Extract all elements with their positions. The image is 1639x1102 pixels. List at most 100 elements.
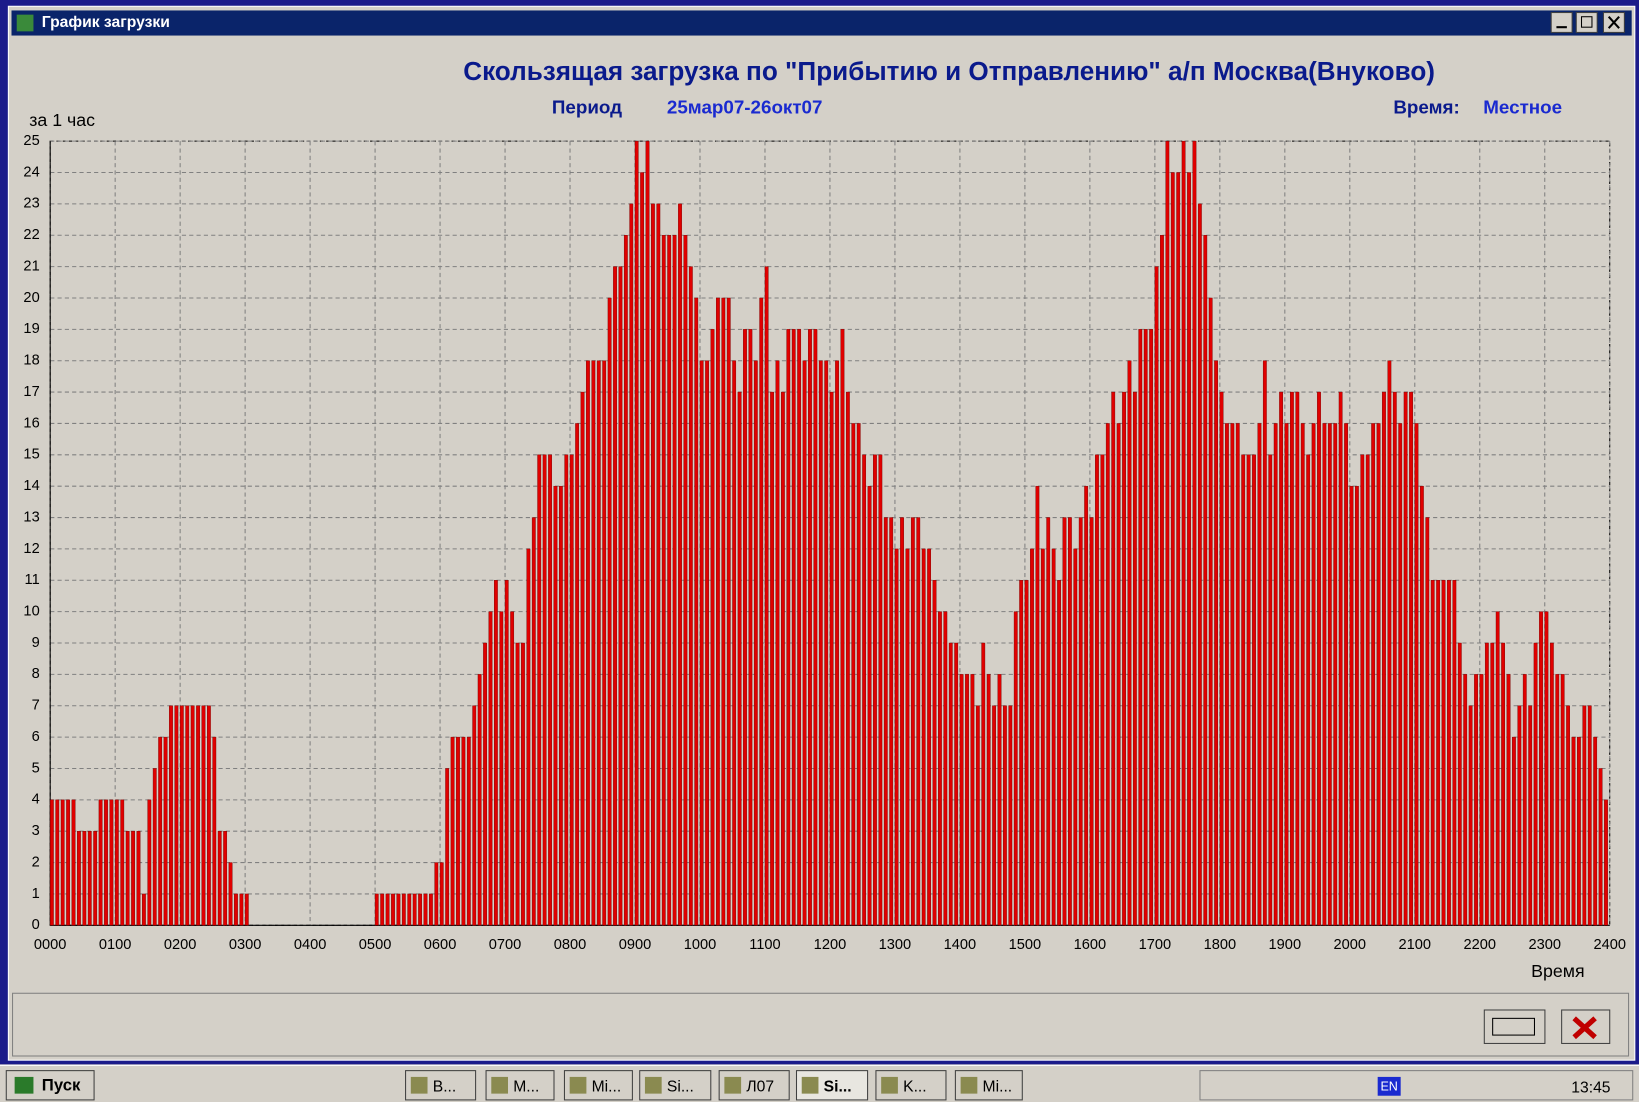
bar	[916, 517, 921, 926]
bar	[1138, 329, 1143, 926]
bar	[1046, 517, 1051, 926]
bar	[753, 360, 758, 926]
taskbar-icon	[491, 1076, 509, 1094]
bar	[1219, 391, 1224, 926]
taskbar-label: Si...	[667, 1079, 694, 1096]
bar	[1257, 423, 1262, 926]
y-tick-label: 21	[23, 258, 39, 274]
bar	[564, 454, 569, 926]
bar	[1062, 517, 1067, 926]
bar	[179, 705, 184, 926]
bar	[234, 893, 238, 926]
bar	[407, 893, 412, 926]
bar	[1344, 423, 1348, 926]
bar	[1463, 674, 1468, 926]
bar	[1225, 423, 1229, 926]
taskbar-label: Л07	[746, 1079, 774, 1096]
bar	[1598, 768, 1603, 926]
bar	[1040, 548, 1045, 926]
bar	[163, 736, 168, 926]
bar	[1371, 423, 1376, 926]
bar	[531, 517, 536, 926]
bar	[813, 329, 818, 926]
y-tick-label: 23	[23, 196, 39, 212]
bar	[472, 705, 477, 926]
bar	[986, 674, 991, 926]
bar	[905, 548, 910, 926]
bar	[77, 830, 81, 926]
bar	[1495, 611, 1500, 926]
close-x-glyph	[1572, 1016, 1597, 1040]
y-tick-label: 5	[32, 760, 40, 776]
bar	[586, 360, 590, 926]
bar	[445, 768, 450, 926]
y-tick-label: 3	[32, 823, 40, 839]
bar	[93, 830, 98, 926]
bar	[504, 580, 509, 926]
bar	[374, 893, 379, 926]
bar	[1295, 391, 1300, 926]
bar	[1555, 674, 1560, 926]
bar	[824, 360, 829, 926]
window-title: График загрузки	[42, 14, 170, 31]
bar	[477, 674, 482, 926]
bar	[125, 830, 130, 926]
bar	[862, 454, 867, 926]
bar	[1290, 391, 1294, 926]
bar	[1149, 329, 1154, 926]
bar	[970, 674, 975, 926]
bar	[1008, 705, 1013, 926]
bar	[694, 297, 699, 926]
bar	[1587, 705, 1592, 926]
bar	[1539, 611, 1543, 926]
bar	[488, 611, 493, 926]
bar	[1311, 423, 1316, 926]
bar	[851, 423, 856, 926]
bar	[1241, 454, 1246, 926]
bar	[1003, 705, 1007, 926]
bar	[873, 454, 877, 926]
tray	[1199, 1070, 1634, 1101]
x-tick-label: 0200	[164, 937, 197, 953]
lang-indicator[interactable]: EN	[1380, 1080, 1397, 1094]
bar	[1246, 454, 1251, 926]
bar	[1604, 799, 1608, 926]
bar	[60, 799, 65, 926]
bar	[1425, 517, 1430, 926]
bar	[244, 893, 249, 926]
bar	[1355, 485, 1359, 926]
y-tick-label: 12	[23, 541, 39, 557]
bar	[158, 736, 163, 926]
maximize-button[interactable]	[1575, 12, 1598, 33]
bar	[997, 674, 1002, 926]
bar	[808, 329, 812, 926]
y-tick-label: 2	[32, 854, 40, 870]
bar	[1235, 423, 1240, 926]
bar	[542, 454, 547, 926]
bar	[829, 391, 834, 926]
bar	[391, 893, 395, 926]
bar	[699, 360, 704, 926]
y-tick-label: 9	[32, 635, 40, 651]
bar	[1522, 674, 1527, 926]
bar	[190, 705, 195, 926]
bar	[1484, 642, 1489, 926]
minimize-button[interactable]	[1550, 12, 1573, 33]
bar	[954, 642, 959, 926]
bar	[1051, 548, 1056, 926]
print-button[interactable]	[1483, 1009, 1546, 1044]
bar	[1414, 423, 1419, 926]
x-tick-label: 0800	[554, 937, 587, 953]
bar	[212, 736, 217, 926]
bar	[1122, 391, 1126, 926]
bar	[526, 548, 531, 926]
bar	[1078, 517, 1083, 926]
bar	[1192, 140, 1197, 926]
bar	[1376, 423, 1381, 926]
bar	[618, 266, 623, 926]
bar	[802, 360, 807, 926]
window-controls[interactable]	[1550, 12, 1625, 33]
x-tick-label: 0700	[489, 937, 522, 953]
bar	[1322, 423, 1327, 926]
bar	[1116, 423, 1121, 926]
